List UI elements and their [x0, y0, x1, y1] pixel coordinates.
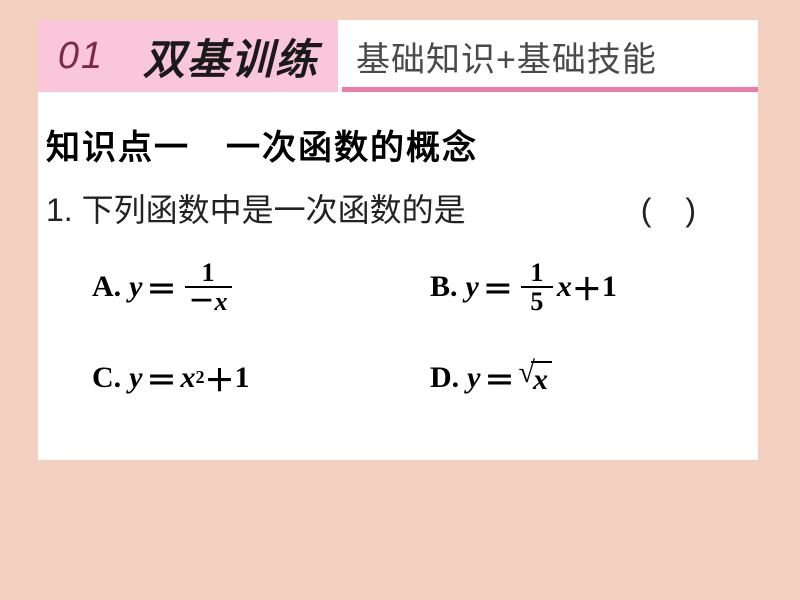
title-main: 双基训练: [124, 20, 338, 92]
option-c-lhs: y: [129, 361, 142, 395]
exercise-card: 01 双基训练 基础知识+基础技能 知识点一 一次函数的概念 1. 下列函数中是…: [38, 20, 758, 460]
option-c-const: 1: [235, 361, 250, 395]
options-grid: A. y ＝ 1 －x B. y ＝ 1 5: [46, 259, 738, 400]
title-underline: [342, 87, 758, 92]
option-c-eq: ＝: [147, 356, 177, 400]
option-b-const: 1: [602, 270, 617, 304]
option-b-label: B.: [430, 270, 458, 304]
option-c: C. y ＝ x2 ＋ 1: [92, 356, 400, 400]
option-d-label: D.: [430, 361, 459, 395]
question-number: 1.: [46, 192, 73, 228]
option-a-eq: ＝: [147, 265, 177, 309]
option-a-fraction: 1 －x: [185, 259, 232, 316]
option-c-exp: 2: [196, 367, 205, 388]
question-text: 下列函数中是一次函数的是: [82, 192, 466, 228]
option-b-plus: ＋: [572, 265, 602, 309]
answer-blank: (): [641, 192, 730, 229]
frac-den: 5: [526, 288, 547, 315]
card-header: 01 双基训练 基础知识+基础技能: [38, 20, 758, 92]
frac-den: －x: [185, 288, 232, 315]
option-b-lhs: y: [466, 270, 479, 304]
badge-number: 01: [58, 35, 104, 78]
option-d-eq: ＝: [485, 356, 515, 400]
content: 知识点一 一次函数的概念 1. 下列函数中是一次函数的是 () A. y ＝ 1…: [38, 92, 758, 400]
title-sub-wrap: 基础知识+基础技能: [338, 20, 758, 92]
option-a-lhs: y: [129, 270, 142, 304]
option-b-var: x: [557, 270, 572, 304]
option-c-label: C.: [92, 361, 121, 395]
option-d: D. y ＝ √ x: [430, 356, 738, 400]
option-c-var: x: [181, 361, 196, 395]
question-stem: 1. 下列函数中是一次函数的是: [46, 185, 466, 231]
option-d-sqrt: √ x: [519, 358, 552, 397]
frac-num: 1: [526, 259, 547, 286]
option-a: A. y ＝ 1 －x: [92, 259, 400, 316]
option-a-label: A.: [92, 270, 121, 304]
title-sub: 基础知识+基础技能: [338, 32, 758, 87]
section-badge: 01: [38, 20, 124, 92]
knowledge-point: 知识点一 一次函数的概念: [46, 120, 738, 169]
frac-num: 1: [198, 259, 219, 286]
option-d-lhs: y: [467, 361, 480, 395]
option-c-plus: ＋: [205, 356, 235, 400]
option-b-eq: ＝: [483, 265, 513, 309]
option-b: B. y ＝ 1 5 x ＋ 1: [430, 259, 738, 316]
option-b-fraction: 1 5: [521, 259, 553, 316]
sqrt-arg: x: [531, 361, 552, 397]
question-stem-row: 1. 下列函数中是一次函数的是 (): [46, 185, 738, 231]
